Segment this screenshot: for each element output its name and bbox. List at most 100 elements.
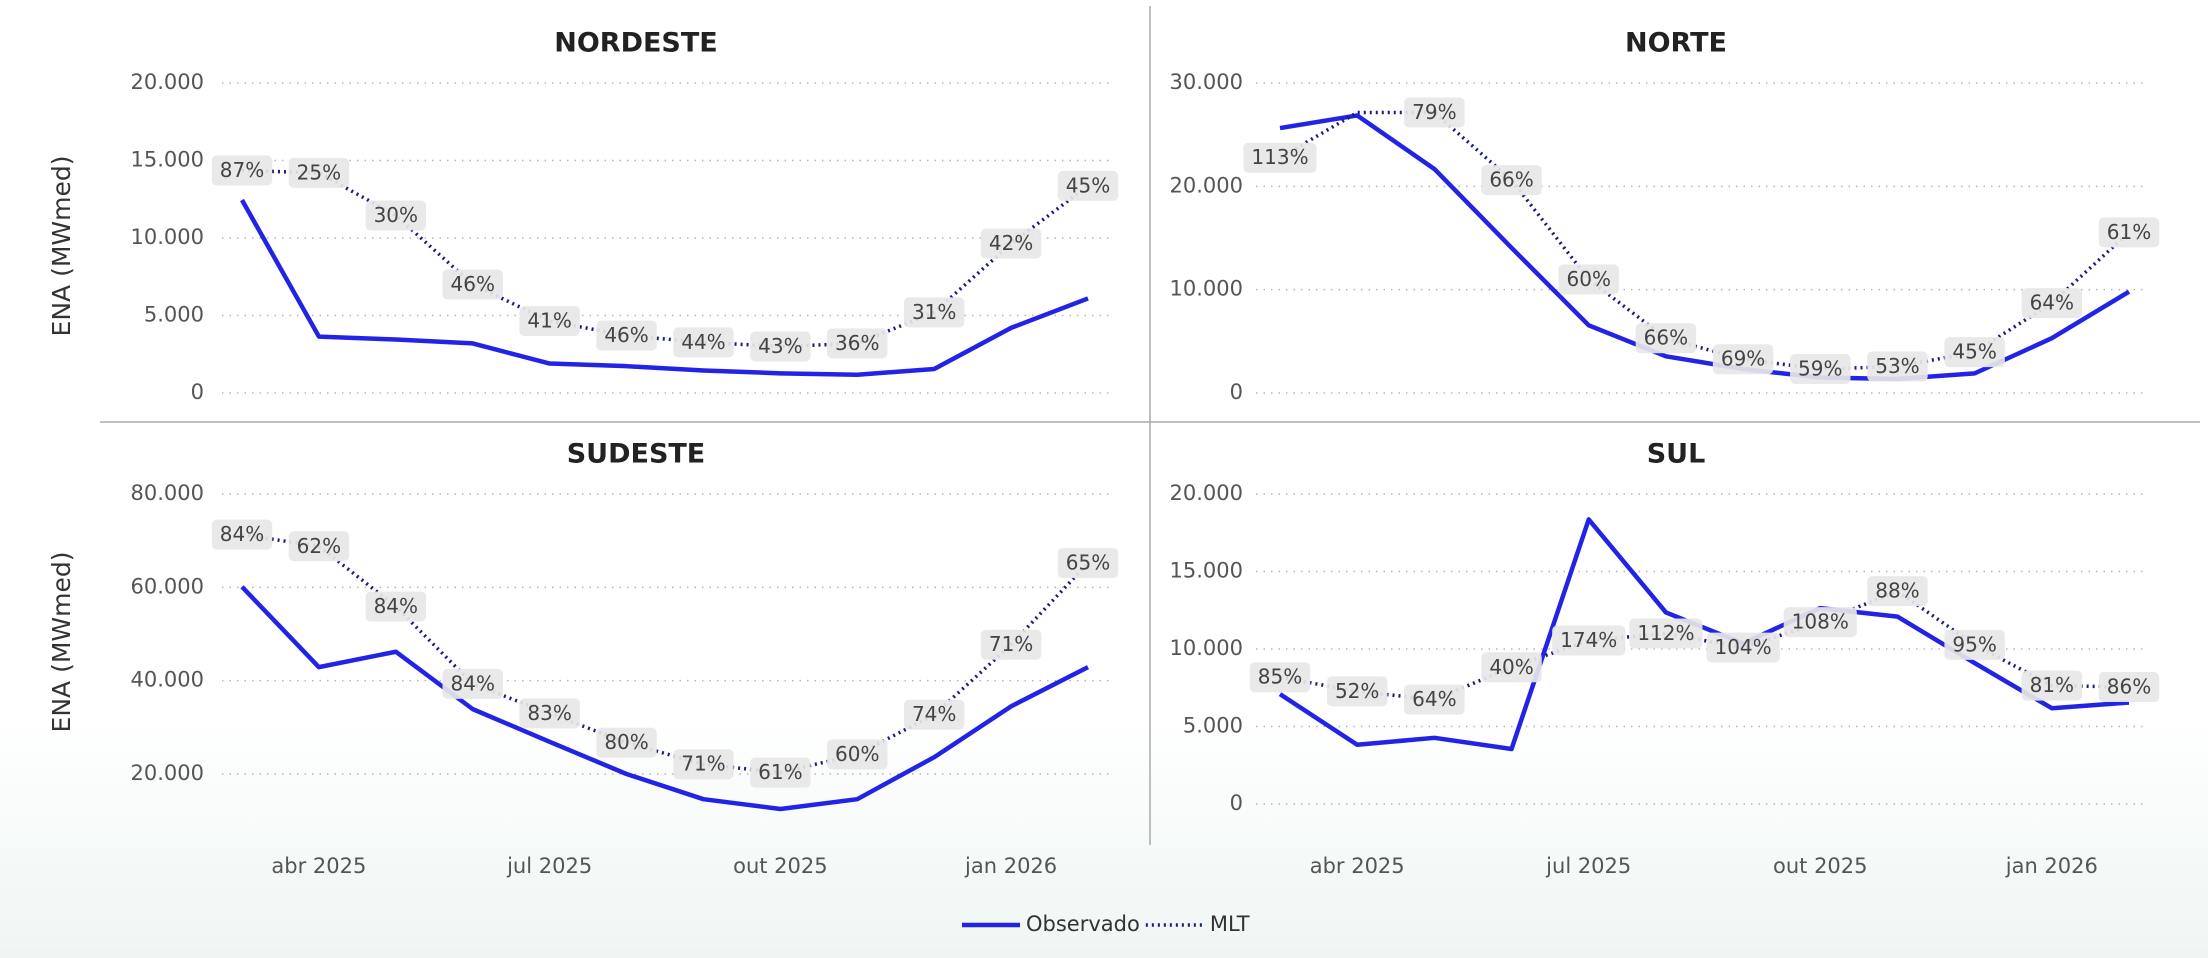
ratio-label-box <box>1712 344 1774 375</box>
ratio-label: 45% <box>1952 340 1996 364</box>
ratio-label: 66% <box>1489 168 1533 192</box>
y-tick-label: 0 <box>1230 380 1243 404</box>
ratio-label-box <box>673 327 734 358</box>
ratio-label-box <box>1481 652 1542 683</box>
chart-title: NORTE <box>1625 28 1727 59</box>
ratio-label: 45% <box>1066 173 1110 197</box>
ratio-label: 25% <box>297 160 341 184</box>
ratio-label: 64% <box>2030 291 2074 315</box>
ratio-label: 83% <box>527 701 571 725</box>
ratio-label: 80% <box>604 730 648 754</box>
y-tick-label: 60.000 <box>131 574 204 598</box>
y-tick-label: 5.000 <box>1183 714 1243 738</box>
ratio-label: 53% <box>1875 354 1919 378</box>
ratio-label-box <box>2098 671 2160 702</box>
ratio-label-box <box>2098 217 2160 248</box>
ratio-label-box <box>365 591 427 622</box>
legend-label: MLT <box>1210 912 1250 936</box>
ratio-label-box <box>1057 548 1119 579</box>
x-tick-label: jul 2025 <box>1545 854 1631 878</box>
chart-title: SUL <box>1647 439 1706 470</box>
ratio-label: 95% <box>1952 632 1996 656</box>
y-tick-label: 0 <box>191 380 204 404</box>
ratio-label: 41% <box>527 309 571 333</box>
ratio-label-box <box>1243 142 1317 173</box>
ratio-label: 66% <box>1644 326 1688 350</box>
ratio-label-box <box>1404 684 1465 715</box>
ratio-label-box <box>1944 337 2005 368</box>
ratio-label: 61% <box>2107 220 2151 244</box>
ratio-label-box <box>596 320 657 351</box>
ratio-label-box <box>1326 676 1388 707</box>
x-tick-label: jan 2026 <box>964 854 1057 878</box>
ratio-label-box <box>442 269 503 300</box>
ratio-label-box <box>750 331 811 362</box>
ratio-label-box <box>1783 607 1857 638</box>
y-tick-label: 5.000 <box>144 303 204 327</box>
ratio-label-box <box>211 519 273 550</box>
ratio-label-box <box>288 157 350 188</box>
ratio-label: 69% <box>1721 347 1765 371</box>
legend-label: Observado <box>1026 912 1140 936</box>
ratio-label: 31% <box>912 300 956 324</box>
y-tick-label: 15.000 <box>131 148 204 172</box>
ratio-label: 85% <box>1258 665 1302 689</box>
ratio-label-box <box>1558 264 1619 295</box>
ratio-label-box <box>1249 662 1311 693</box>
ratio-label: 86% <box>2107 674 2151 698</box>
ratio-label: 71% <box>989 632 1033 656</box>
ratio-label: 60% <box>835 742 879 766</box>
ratio-label: 46% <box>451 272 495 296</box>
ratio-label: 84% <box>451 671 495 695</box>
ratio-label: 62% <box>297 534 341 558</box>
ratio-label: 79% <box>1412 100 1456 124</box>
ratio-label-box <box>519 698 580 729</box>
ratio-label-box <box>827 328 888 359</box>
ratio-label-box <box>1481 165 1542 196</box>
ratio-label-box <box>288 531 350 562</box>
ratio-label: 81% <box>2030 673 2074 697</box>
ratio-label: 74% <box>912 702 956 726</box>
x-tick-label: out 2025 <box>1773 854 1868 878</box>
ratio-label: 61% <box>758 760 802 784</box>
ratio-label-box <box>1706 632 1780 663</box>
ratio-label: 30% <box>374 203 418 227</box>
ratio-label: 87% <box>220 158 264 182</box>
ratio-label: 52% <box>1335 679 1379 703</box>
ratio-label-box <box>2021 670 2083 701</box>
ratio-label: 44% <box>681 330 725 354</box>
x-tick-label: jul 2025 <box>506 854 592 878</box>
ratio-label-box <box>903 297 965 328</box>
observed-line <box>240 198 1089 377</box>
ratio-label: 88% <box>1875 579 1919 603</box>
ratio-label: 84% <box>374 594 418 618</box>
y-tick-label: 10.000 <box>131 225 204 249</box>
chart-title: NORDESTE <box>554 28 718 59</box>
y-tick-label: 80.000 <box>131 481 204 505</box>
y-tick-label: 10.000 <box>1170 277 1243 301</box>
y-axis-label: ENA (MWmed) <box>47 552 76 733</box>
y-tick-label: 10.000 <box>1170 636 1243 660</box>
ratio-label: 60% <box>1567 267 1611 291</box>
y-tick-label: 20.000 <box>1170 173 1243 197</box>
ratio-label-box <box>1404 97 1465 128</box>
ratio-label: 104% <box>1714 635 1771 659</box>
x-tick-label: abr 2025 <box>271 854 366 878</box>
chart-title: SUDESTE <box>567 439 706 470</box>
ratio-label-box <box>980 228 1042 259</box>
ratio-label: 64% <box>1412 687 1456 711</box>
y-tick-label: 0 <box>1230 791 1243 815</box>
ratio-label: 112% <box>1637 621 1694 645</box>
ratio-label: 113% <box>1251 145 1308 169</box>
observed-line <box>240 585 1090 812</box>
ratio-label: 43% <box>758 334 802 358</box>
ratio-label-box <box>827 739 888 770</box>
y-tick-label: 40.000 <box>131 668 204 692</box>
y-tick-label: 30.000 <box>1170 70 1243 94</box>
x-tick-label: abr 2025 <box>1310 854 1405 878</box>
ratio-label-box <box>442 668 503 699</box>
ratio-label: 40% <box>1489 655 1533 679</box>
ratio-label: 46% <box>604 323 648 347</box>
